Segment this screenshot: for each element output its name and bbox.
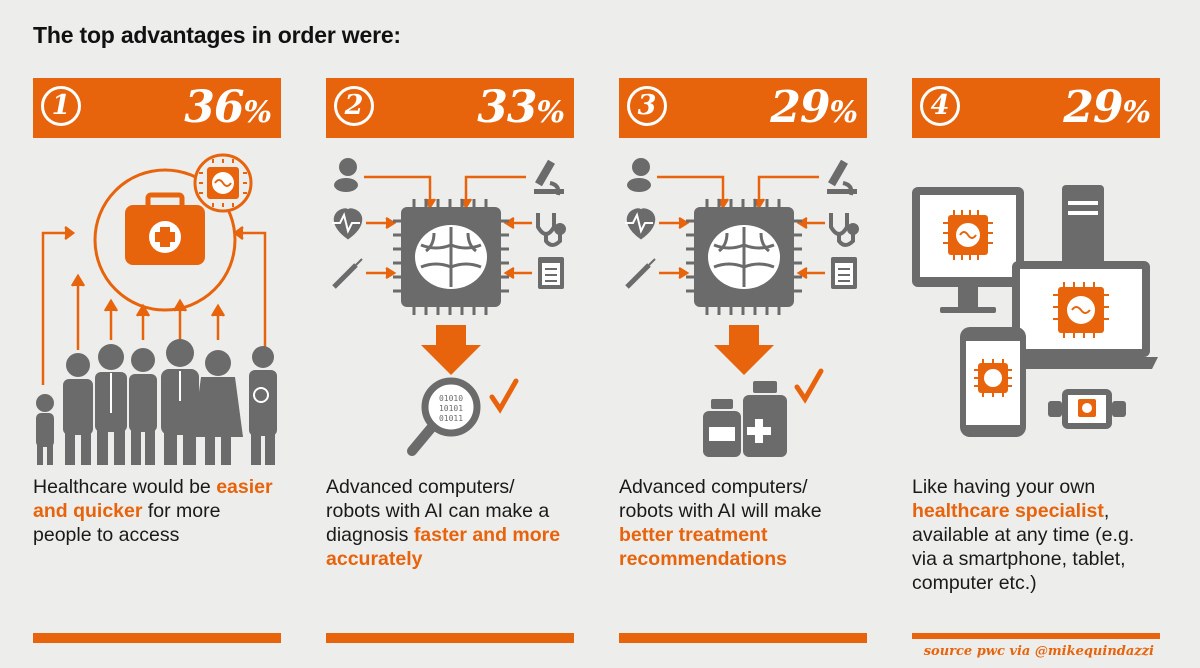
advantage-header: 1 36% (33, 78, 281, 138)
advantage-card-1: 1 36% (33, 0, 281, 668)
circle-outline (93, 168, 237, 312)
clipboard-icon (538, 257, 564, 289)
checkmark-icon (794, 368, 824, 404)
advantage-card-2: 2 33% 01010 10101 01011 (326, 0, 574, 668)
laptop-icon (1004, 261, 1158, 369)
svg-text:10101: 10101 (439, 404, 463, 413)
advantage-description: Advanced computers/ robots with AI will … (619, 476, 822, 570)
footer-bar (619, 633, 867, 643)
diagnosis-illustration: 01010 10101 01011 (332, 158, 566, 456)
ai-chip-icon (686, 199, 802, 315)
stethoscope-icon (829, 213, 859, 247)
source-credit: source pwc via @mikequindazzi (923, 644, 1154, 659)
down-arrow-icon (714, 325, 774, 375)
svg-text:01010: 01010 (439, 394, 463, 403)
advantage-description: Like having your own healthcare speciali… (912, 476, 1135, 594)
rank-badge: 4 (920, 86, 960, 126)
syringe-icon (625, 258, 656, 289)
advantage-header: 3 29% (619, 78, 867, 138)
ai-chip-icon (393, 199, 509, 315)
upward-arrows (41, 226, 267, 385)
devices-illustration (912, 185, 1158, 437)
stethoscope-icon (536, 213, 566, 247)
percentage: 29% (1063, 82, 1151, 133)
clipboard-icon (831, 257, 857, 289)
down-arrow-icon (421, 325, 481, 375)
family-access-illustration (36, 153, 277, 465)
first-aid-kit-icon (125, 192, 205, 265)
percentage: 29% (770, 82, 858, 133)
magnifier-binary-icon: 01010 10101 01011 (407, 377, 481, 456)
footer-bar (326, 633, 574, 643)
ai-chip-icon (943, 210, 1109, 417)
syringe-icon (332, 258, 363, 289)
microscope-icon (827, 159, 857, 196)
advantage-header: 2 33% (326, 78, 574, 138)
highlight-text: healthcare specialist (912, 500, 1104, 522)
highlight-text: better treatment recommendations (619, 524, 787, 570)
rank-badge: 1 (41, 86, 81, 126)
heartbeat-icon (332, 208, 363, 240)
advantage-card-4: 4 29% (912, 0, 1160, 668)
percentage: 36% (184, 82, 272, 133)
medicine-bottles-icon (703, 381, 787, 457)
pills-icon (334, 158, 358, 192)
heartbeat-icon (625, 208, 656, 240)
highlight-text: easier and quicker (33, 476, 273, 522)
microscope-icon (534, 159, 564, 196)
svg-text:01011: 01011 (439, 414, 463, 423)
advantage-header: 4 29% (912, 78, 1160, 138)
highlight-text: faster and more accurately (326, 524, 561, 570)
percentage: 33% (477, 82, 565, 133)
rank-badge: 3 (627, 86, 667, 126)
treatment-illustration (625, 158, 859, 457)
clothing-details (110, 371, 269, 413)
ai-chip-icon (193, 153, 253, 213)
advantage-description: Healthcare would be easier and quicker f… (33, 476, 273, 546)
input-arrows (657, 175, 825, 280)
footer-bar (912, 633, 1160, 639)
family-people-icon (36, 339, 277, 465)
checkmark-icon (489, 378, 519, 414)
advantage-description: Advanced computers/ robots with AI can m… (326, 476, 561, 570)
page-title: The top advantages in order were: (33, 22, 401, 48)
advantage-card-3: 3 29% (619, 0, 867, 668)
footer-bar (33, 633, 281, 643)
rank-badge: 2 (334, 86, 374, 126)
pills-icon (627, 158, 651, 192)
